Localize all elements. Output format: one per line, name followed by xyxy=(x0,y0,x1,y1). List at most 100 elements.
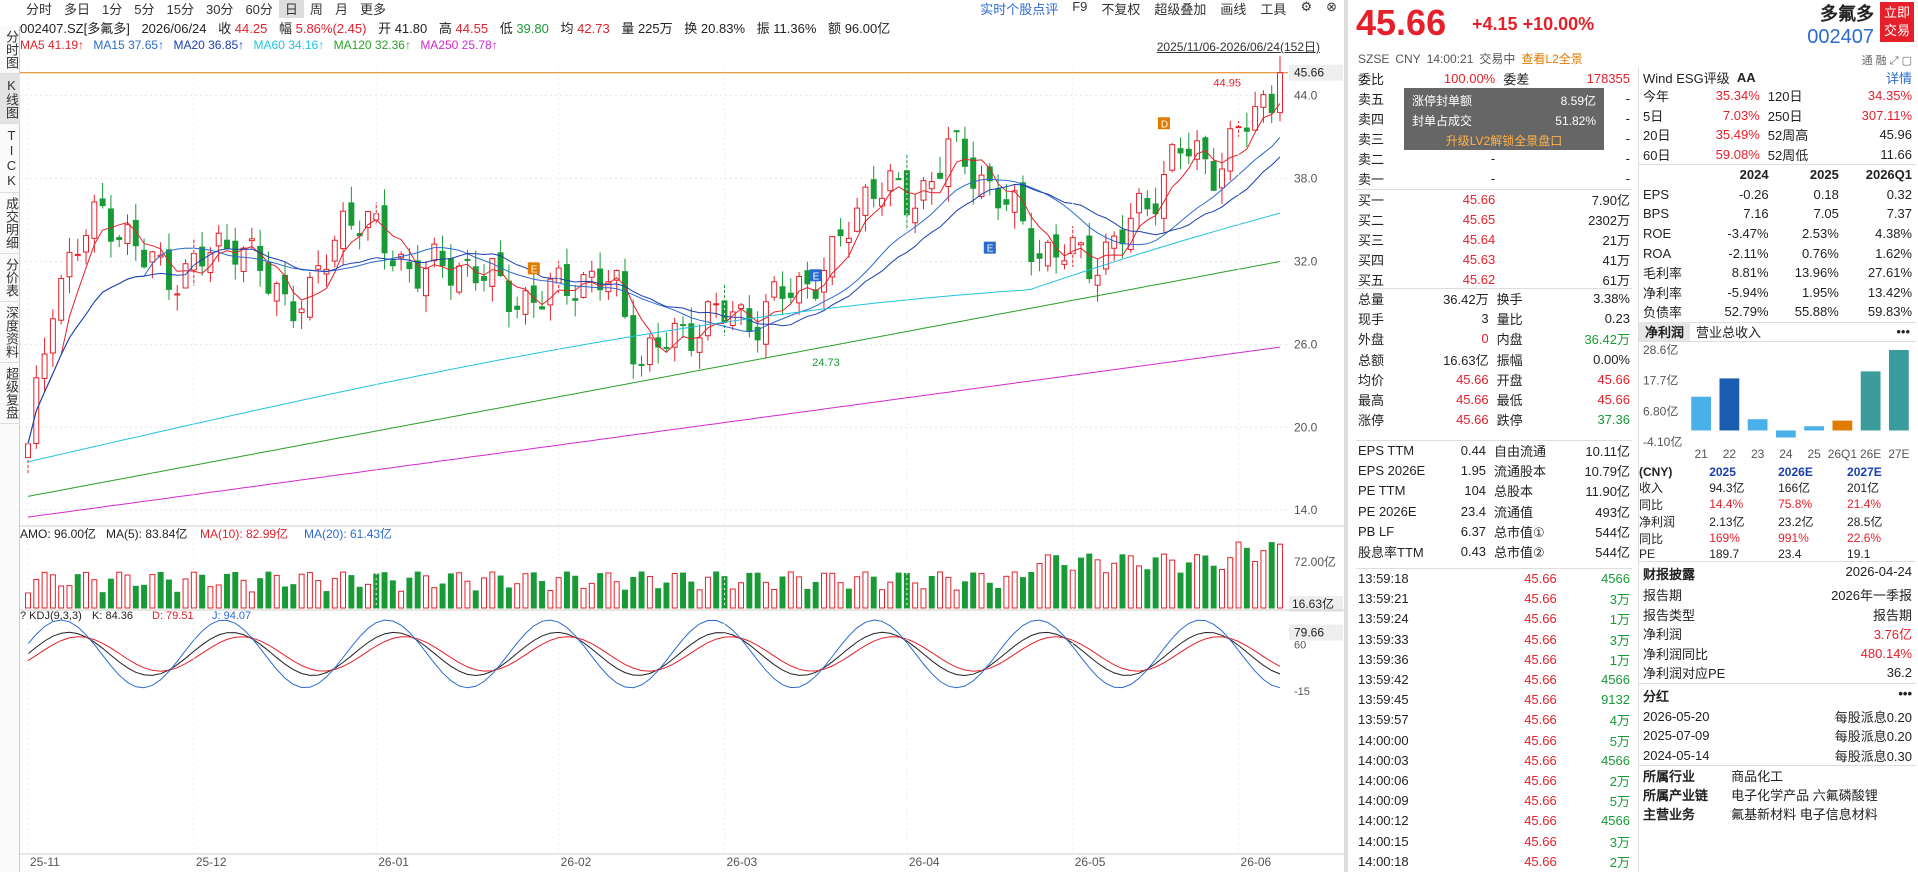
candle xyxy=(116,237,123,240)
tick-row[interactable]: 14:00:15 45.66 3万 xyxy=(1358,833,1630,850)
bid-row[interactable]: 买一 45.66 7.90亿 xyxy=(1356,189,1632,209)
tick-row[interactable]: 14:00:12 45.66 4566 xyxy=(1358,813,1630,829)
volume-bar xyxy=(961,581,968,609)
ma-line xyxy=(27,156,1281,445)
tab-revenue[interactable]: 营业总收入 xyxy=(1696,325,1762,341)
period-0[interactable]: 分时 xyxy=(26,2,53,17)
candle xyxy=(646,337,653,366)
ma-line xyxy=(27,136,1281,445)
side-tab-3[interactable]: 成交明细 xyxy=(0,193,20,254)
toolbar-right-4[interactable]: 画线 xyxy=(1220,2,1247,17)
candle xyxy=(1277,72,1283,114)
detail-link[interactable]: 详情 xyxy=(1885,70,1912,86)
period-6[interactable]: 60分 xyxy=(245,2,273,17)
quote-date: 2026/06/24 xyxy=(141,21,207,36)
candle xyxy=(588,270,595,278)
side-tab-4[interactable]: 分价表 xyxy=(0,254,20,302)
tick-row[interactable]: 13:59:45 45.66 9132 xyxy=(1358,692,1630,708)
period-9[interactable]: 月 xyxy=(334,2,348,17)
candle xyxy=(1268,93,1275,114)
candle xyxy=(961,138,968,167)
bar-x-label: 23 xyxy=(1751,447,1765,461)
toolbar-right-5[interactable]: 工具 xyxy=(1260,2,1287,17)
candle xyxy=(74,253,81,256)
side-tab-1[interactable]: K线图 xyxy=(0,74,20,124)
tick-row[interactable]: 14:00:00 45.66 5万 xyxy=(1358,732,1630,749)
close-icon[interactable]: ⊗ xyxy=(1326,0,1337,14)
tick-row[interactable]: 13:59:18 45.66 4566 xyxy=(1356,568,1632,589)
candle xyxy=(779,286,786,299)
stock-code: 002407 xyxy=(1807,26,1874,48)
kline-chart[interactable]: 44.0 38.0 32.0 26.0 20.0 14.0 45.66 44.95 24.73 D… xyxy=(20,54,1344,872)
period-10[interactable]: 更多 xyxy=(359,2,386,17)
toolbar-right-0[interactable]: 实时个股点评 xyxy=(980,2,1059,17)
period-1[interactable]: 多日 xyxy=(64,2,91,17)
tick-row[interactable]: 14:00:18 45.66 2万 xyxy=(1358,853,1630,870)
tick-row[interactable]: 13:59:33 45.66 3万 xyxy=(1358,631,1630,648)
side-tab-0[interactable]: 分时图 xyxy=(0,26,20,74)
toolbar-right-2[interactable]: 不复权 xyxy=(1101,2,1141,17)
more-icon[interactable]: ••• xyxy=(1896,324,1910,340)
toolbar-right-3[interactable]: 超级叠加 xyxy=(1154,2,1207,17)
report-section: 财报披露 2026-04-24 xyxy=(1639,560,1916,585)
quote-low: 39.80 xyxy=(516,21,549,36)
volume-bar xyxy=(771,588,778,609)
volume-bar xyxy=(796,576,803,609)
bid-row[interactable]: 买五 45.62 61万 xyxy=(1358,272,1630,289)
tick-row[interactable]: 13:59:36 45.66 1万 xyxy=(1358,651,1630,668)
ask-row[interactable]: 卖一 - - xyxy=(1358,171,1630,188)
ask-row[interactable]: 卖二 - - xyxy=(1358,151,1630,168)
event-marker-label: D xyxy=(1161,119,1168,130)
tick-row[interactable]: 14:00:09 45.66 5万 xyxy=(1358,793,1630,810)
tick-row[interactable]: 14:00:03 45.66 4566 xyxy=(1358,752,1630,768)
tick-row[interactable]: 13:59:21 45.66 3万 xyxy=(1358,591,1630,608)
volume-bar xyxy=(1202,555,1209,609)
candle xyxy=(945,138,952,187)
date-range[interactable]: 2025/11/06-2026/06/24(152日) xyxy=(1156,40,1320,54)
tick-row[interactable]: 13:59:24 45.66 1万 xyxy=(1358,611,1630,628)
volume-bar xyxy=(406,577,413,609)
tab-net-profit[interactable]: 净利润 xyxy=(1639,322,1691,342)
bid-row[interactable]: 买四 45.63 41万 xyxy=(1358,252,1630,269)
side-tab-5[interactable]: 深度资料 xyxy=(0,302,20,363)
volume-bar xyxy=(729,588,736,609)
tick-row[interactable]: 14:00:06 45.66 2万 xyxy=(1358,772,1630,789)
period-8[interactable]: 周 xyxy=(309,2,323,17)
toolbar-right-1[interactable]: F9 xyxy=(1072,0,1088,14)
volume-bar xyxy=(389,580,396,609)
volume-bar xyxy=(945,576,952,609)
panel-divider[interactable] xyxy=(1344,0,1348,872)
bid-row[interactable]: 买二 45.65 2302万 xyxy=(1358,211,1630,228)
candle xyxy=(1053,234,1060,258)
period-7[interactable]: 日 xyxy=(278,0,304,18)
period-5[interactable]: 30分 xyxy=(205,2,234,17)
tick-row[interactable]: 13:59:42 45.66 4566 xyxy=(1358,672,1630,688)
candle xyxy=(821,269,827,293)
trade-stats: 总量 36.42万 换手 3.38% 现手 3 量比 0.23 外盘 0 内盘 36.42万 总额 16.… xyxy=(1356,288,1632,430)
volume-bar xyxy=(116,571,123,609)
candle xyxy=(215,232,222,247)
side-tab-2[interactable]: TICK xyxy=(0,124,20,193)
quote-open: 41.80 xyxy=(394,21,428,36)
period-3[interactable]: 5分 xyxy=(134,2,155,17)
tick-list[interactable]: 13:59:18 45.66 4566 13:59:21 45.66 3万 13:59:24… xyxy=(1356,568,1632,871)
l2-link[interactable]: 查看L2全景 xyxy=(1521,52,1583,66)
candle xyxy=(99,198,106,207)
candle xyxy=(1252,106,1259,131)
candle xyxy=(995,188,1002,209)
period-2[interactable]: 1分 xyxy=(102,2,123,17)
gear-icon[interactable]: ⚙ xyxy=(1300,0,1313,14)
trade-button[interactable]: 立即交易 xyxy=(1880,2,1914,42)
period-4[interactable]: 15分 xyxy=(166,2,194,17)
candle xyxy=(713,303,720,306)
quick-icons[interactable]: 通 融 ⤢ ▢ xyxy=(1861,55,1912,67)
bid-row[interactable]: 买三 45.64 21万 xyxy=(1358,232,1630,249)
side-tab-6[interactable]: 超级复盘 xyxy=(0,363,20,424)
tick-row[interactable]: 13:59:57 45.66 4万 xyxy=(1358,712,1630,729)
upgrade-l2-link[interactable]: 升级LV2解锁全景盘口 xyxy=(1445,134,1563,148)
volume-bar xyxy=(539,580,546,609)
amo-label: AMO: 96.00亿 xyxy=(20,526,96,541)
candle xyxy=(83,235,90,253)
candle xyxy=(132,219,139,247)
candle xyxy=(265,262,272,294)
